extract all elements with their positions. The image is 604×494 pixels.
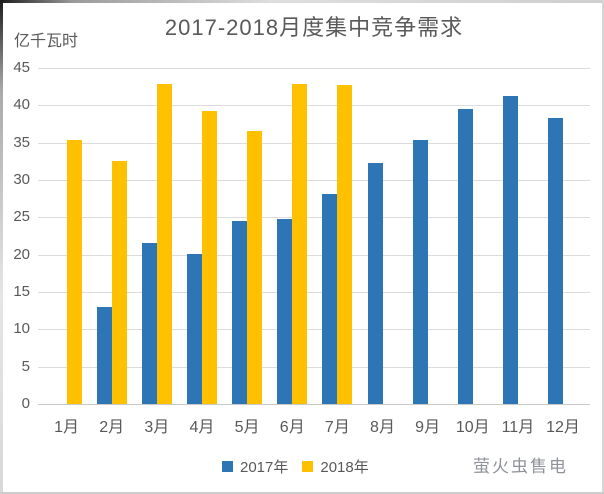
gridline-5 xyxy=(38,366,590,368)
legend-item-2017: 2017年 xyxy=(222,456,288,477)
bar-2017年-5月 xyxy=(232,221,248,404)
bar-2017年-2月 xyxy=(96,306,112,404)
gridline-0 xyxy=(38,404,590,405)
gridline-10 xyxy=(38,329,590,331)
legend-swatch-2017-icon xyxy=(222,461,233,472)
bar-2017年-8月 xyxy=(367,162,383,404)
bar-2017年-4月 xyxy=(186,253,202,404)
bar-2017年-11月 xyxy=(502,96,518,404)
bar-2017年-3月 xyxy=(141,242,157,404)
frame-edge-right xyxy=(602,0,604,494)
x-axis-tick-4月: 4月 xyxy=(189,419,215,436)
bar-2018年-1月 xyxy=(66,140,82,404)
x-axis-tick-5月: 5月 xyxy=(234,419,260,436)
x-axis-tick-2月: 2月 xyxy=(99,419,125,436)
gridline-25 xyxy=(38,217,590,219)
x-axis-tick-11月: 11月 xyxy=(501,419,535,436)
frame-edge-bottom xyxy=(0,492,604,494)
y-axis-tick-0: 0 xyxy=(21,395,30,412)
legend-label-2018: 2018年 xyxy=(320,459,369,476)
frame-edge-top xyxy=(0,0,604,3)
watermark-text: 萤火虫售电 xyxy=(473,457,568,476)
y-axis-tick-15: 15 xyxy=(13,283,30,300)
y-axis-tick-35: 35 xyxy=(13,133,30,151)
legend: 2017年 2018年 xyxy=(222,456,369,477)
bar-2018年-4月 xyxy=(201,110,217,404)
x-axis-tick-12月: 12月 xyxy=(546,419,580,436)
legend-label-2017: 2017年 xyxy=(240,459,289,476)
x-axis-tick-3月: 3月 xyxy=(144,419,170,436)
gridline-45 xyxy=(38,68,590,69)
bar-2018年-3月 xyxy=(156,83,172,404)
bar-2017年-12月 xyxy=(548,118,564,404)
chart-title: 2017-2018月度集中竞争需求 xyxy=(164,15,464,40)
y-axis-tick-40: 40 xyxy=(13,96,30,114)
y-axis-unit-label: 亿千瓦时 xyxy=(14,33,79,50)
y-axis-tick-30: 30 xyxy=(13,171,30,188)
frame-edge-left xyxy=(0,0,3,494)
bar-2018年-5月 xyxy=(247,131,263,404)
y-axis-tick-10: 10 xyxy=(13,320,30,338)
bar-2017年-7月 xyxy=(322,194,338,404)
x-axis-tick-6月: 6月 xyxy=(279,419,305,436)
bar-2017年-6月 xyxy=(277,218,293,404)
x-axis-tick-10月: 10月 xyxy=(455,419,490,436)
legend-swatch-2018-icon xyxy=(302,461,314,472)
gridline-15 xyxy=(38,292,590,293)
bar-2017年-9月 xyxy=(412,139,428,404)
gridline-35 xyxy=(38,142,590,144)
y-axis-tick-25: 25 xyxy=(13,208,30,226)
bar-2018年-2月 xyxy=(111,160,127,404)
x-axis-tick-1月: 1月 xyxy=(54,419,80,436)
gridline-40 xyxy=(38,105,590,107)
x-axis-tick-9月: 9月 xyxy=(415,419,441,436)
gridline-20 xyxy=(38,254,590,256)
y-axis-tick-45: 45 xyxy=(13,59,30,76)
gridline-30 xyxy=(38,180,590,181)
legend-item-2018: 2018年 xyxy=(302,456,369,477)
y-axis-tick-5: 5 xyxy=(21,357,30,375)
bar-2018年-6月 xyxy=(292,83,308,404)
x-axis-tick-8月: 8月 xyxy=(370,419,395,436)
bar-2017年-10月 xyxy=(457,109,473,404)
bar-2018年-7月 xyxy=(337,85,353,404)
y-axis-tick-20: 20 xyxy=(13,245,30,263)
x-axis-tick-7月: 7月 xyxy=(324,419,350,436)
